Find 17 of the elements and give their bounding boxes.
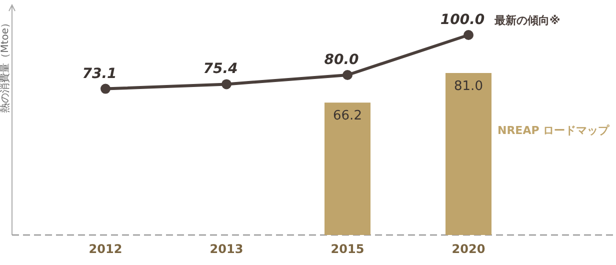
data-label: 75.4 [203,61,238,78]
data-label: 100.0 [440,12,485,28]
data-label: 73.1 [82,66,117,82]
point [222,79,232,90]
point [464,30,474,40]
y-axis-title: 熱の消費量（Mtoe） [0,18,11,113]
point [100,84,110,94]
series-label: NREAP ロードマップ [498,124,610,137]
data-label: 66.2 [333,108,362,124]
data-label: 81.0 [454,79,483,94]
x-tick-label: 2020 [452,242,486,256]
point [342,70,352,80]
x-tick-label: 2015 [330,242,364,256]
x-tick-label: 2012 [88,242,122,256]
data-label: 80.0 [324,52,360,68]
x-tick-label: 2013 [210,242,244,256]
text: 最新の傾向※ [494,14,560,27]
